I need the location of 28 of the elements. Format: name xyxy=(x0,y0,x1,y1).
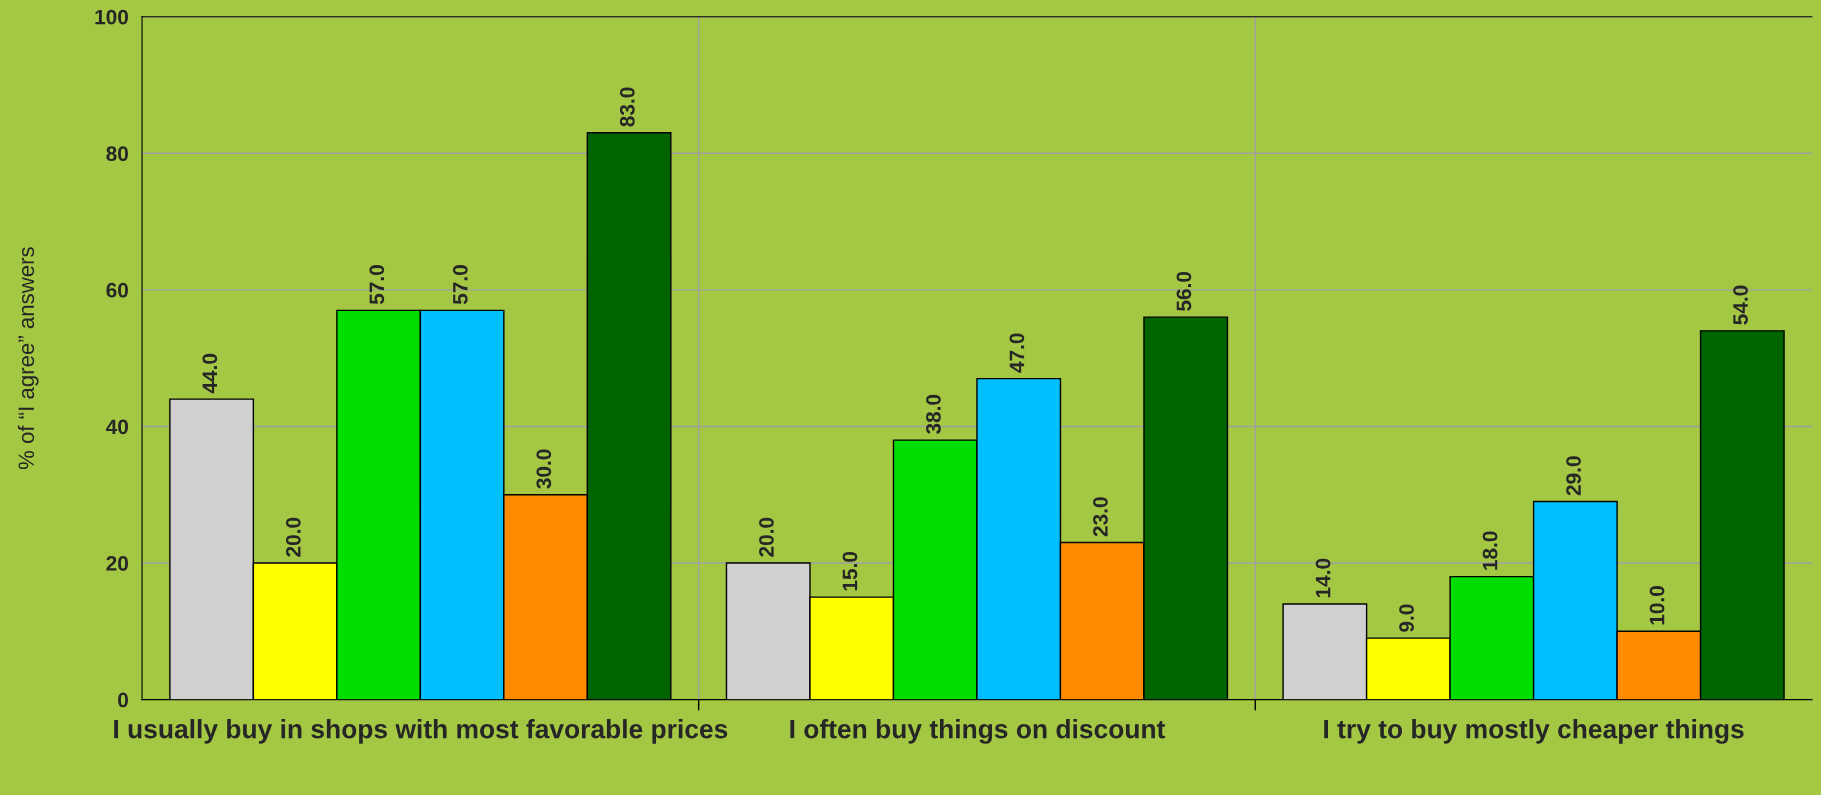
y-axis-title: % of “I agree” answers xyxy=(17,247,39,470)
data-label: 57.0 xyxy=(369,265,385,305)
x-tick-label: I try to buy mostly cheaper things xyxy=(1324,719,1744,744)
data-label: 10.0 xyxy=(1649,586,1665,625)
data-label: 57.0 xyxy=(452,265,468,305)
data-label: 20.0 xyxy=(285,517,301,557)
x-tick-label: I often buy things on discount xyxy=(790,719,1166,744)
y-tick-label: 20 xyxy=(106,556,128,571)
data-label: 30.0 xyxy=(536,449,552,489)
data-label: 38.0 xyxy=(926,394,941,435)
data-label: 56.0 xyxy=(1176,271,1192,311)
data-label: 20.0 xyxy=(759,517,774,557)
y-tick-label: 80 xyxy=(106,146,128,162)
data-label: 29.0 xyxy=(1566,456,1581,496)
data-label: 83.0 xyxy=(619,87,635,127)
data-label: 14.0 xyxy=(1315,558,1331,598)
y-tick-label: 40 xyxy=(105,419,128,435)
data-label: 54.0 xyxy=(1733,285,1748,325)
data-label: 9.0 xyxy=(1399,604,1414,632)
y-tick-label: 0 xyxy=(118,692,128,708)
data-label: 15.0 xyxy=(842,551,858,591)
y-tick-label: 100 xyxy=(95,9,128,25)
data-label: 18.0 xyxy=(1482,531,1498,570)
y-tick-label: 60 xyxy=(106,282,128,298)
data-label: 47.0 xyxy=(1009,333,1025,373)
data-label: 23.0 xyxy=(1093,497,1108,537)
x-tick-label: I usually buy in shops with most favorable prices xyxy=(114,719,728,744)
data-label: 44.0 xyxy=(202,353,218,394)
